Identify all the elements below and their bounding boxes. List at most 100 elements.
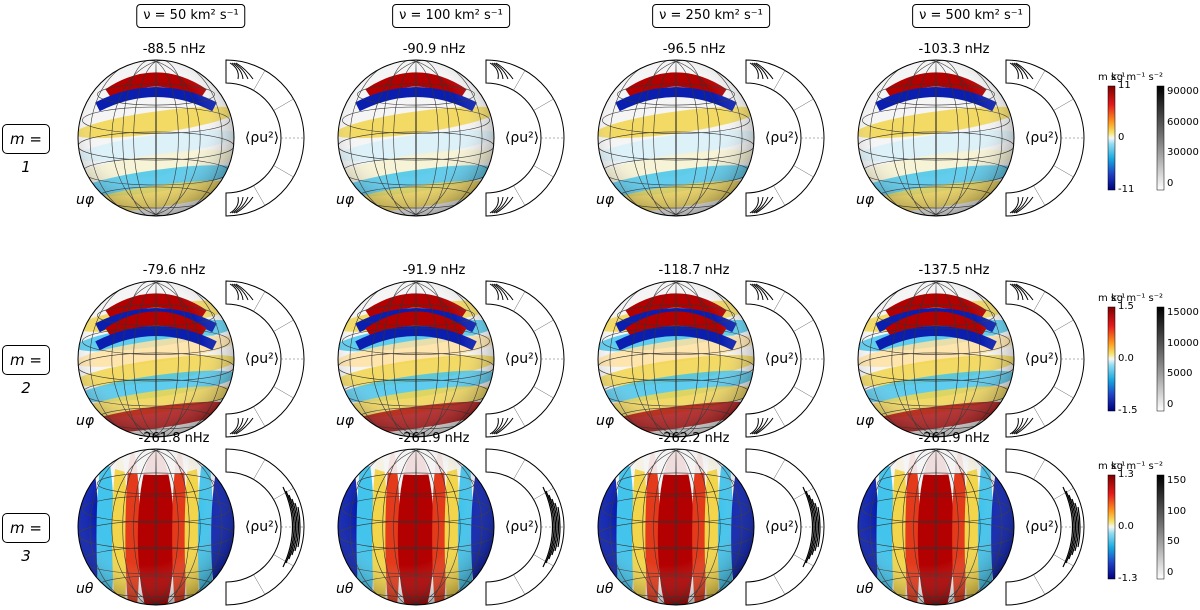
latitude-tick bbox=[773, 406, 786, 427]
globe-outline bbox=[77, 59, 235, 217]
frequency-label: -90.9 nHz bbox=[402, 42, 466, 57]
contour bbox=[751, 283, 764, 301]
contour bbox=[229, 62, 239, 80]
latitude-tick bbox=[533, 487, 554, 500]
contour bbox=[235, 196, 254, 214]
shading bbox=[598, 449, 754, 605]
latitude-tick bbox=[793, 386, 814, 399]
density-colorbar-unit: kg m⁻¹ s⁻² bbox=[1111, 72, 1164, 83]
component-label: uφ bbox=[336, 413, 355, 429]
density-tick: 150 bbox=[1167, 475, 1187, 486]
latitude-tick bbox=[533, 554, 554, 567]
contour bbox=[557, 506, 561, 548]
component-label: uθ bbox=[856, 581, 874, 597]
column-header: ν = 500 km² s⁻¹ bbox=[912, 4, 1030, 28]
latitude-tick bbox=[1033, 70, 1046, 91]
contour bbox=[235, 62, 254, 80]
contour bbox=[548, 494, 557, 560]
contour bbox=[282, 486, 294, 568]
shading bbox=[338, 449, 494, 605]
latitude-tick bbox=[273, 98, 294, 111]
velocity-tick: 1.5 bbox=[1118, 301, 1134, 312]
latitude-tick bbox=[793, 319, 814, 332]
contour bbox=[751, 196, 764, 214]
shell-outline bbox=[1005, 448, 1085, 606]
contour bbox=[233, 196, 249, 214]
meridional-plot-1-2 bbox=[485, 59, 565, 217]
contour bbox=[817, 506, 821, 548]
shell-outline bbox=[225, 59, 305, 217]
component-label: uφ bbox=[596, 413, 615, 429]
globe-3-3 bbox=[597, 448, 755, 606]
contour bbox=[753, 62, 769, 80]
contour bbox=[1013, 62, 1029, 80]
latitude-tick bbox=[1053, 386, 1074, 399]
velocity-tick: 0 bbox=[1118, 132, 1125, 143]
contour bbox=[753, 283, 769, 301]
contour bbox=[297, 506, 301, 548]
contour bbox=[1015, 417, 1034, 435]
meridional-label: ⟨ρu²⟩ bbox=[244, 351, 280, 367]
meridional-label: ⟨ρu²⟩ bbox=[764, 130, 800, 146]
meridional-label: ⟨ρu²⟩ bbox=[764, 351, 800, 367]
column-header: ν = 50 km² s⁻¹ bbox=[136, 4, 246, 28]
contour bbox=[551, 498, 558, 556]
meridional-label: ⟨ρu²⟩ bbox=[764, 519, 800, 535]
contour bbox=[491, 196, 504, 214]
contour bbox=[235, 283, 254, 301]
contour bbox=[749, 196, 759, 214]
contour bbox=[294, 502, 300, 552]
component-label: uφ bbox=[596, 192, 615, 208]
contour bbox=[749, 283, 759, 301]
globe-outline bbox=[857, 448, 1015, 606]
latitude-tick bbox=[253, 185, 266, 206]
velocity-colorbar-unit: m s⁻¹ bbox=[1098, 293, 1126, 304]
contour bbox=[231, 62, 244, 80]
component-label: uφ bbox=[336, 192, 355, 208]
contour bbox=[493, 283, 509, 301]
latitude-tick bbox=[773, 459, 786, 480]
latitude-tick bbox=[1033, 291, 1046, 312]
meridional-plot-1-1 bbox=[225, 59, 305, 217]
latitude-tick bbox=[1053, 165, 1074, 178]
shell-outline bbox=[745, 280, 825, 438]
shell-outline bbox=[485, 448, 565, 606]
latitude-tick bbox=[793, 165, 814, 178]
frequency-label: -261.8 nHz bbox=[138, 431, 210, 446]
density-tick: 60000 bbox=[1167, 116, 1199, 128]
latitude-tick bbox=[1033, 185, 1046, 206]
shell-outline bbox=[485, 59, 565, 217]
component-label: uθ bbox=[596, 581, 614, 597]
meridional-label: ⟨ρu²⟩ bbox=[504, 130, 540, 146]
contour bbox=[288, 494, 297, 560]
contour bbox=[755, 62, 774, 80]
contour bbox=[1011, 62, 1024, 80]
row-label: m = 2 bbox=[2, 345, 50, 397]
globe-3-2 bbox=[337, 448, 495, 606]
globe-1-4 bbox=[857, 59, 1015, 217]
globe-outline bbox=[77, 280, 235, 438]
contour bbox=[755, 417, 774, 435]
contour bbox=[545, 490, 555, 564]
latitude-tick bbox=[793, 554, 814, 567]
latitude-tick bbox=[273, 386, 294, 399]
contour bbox=[749, 417, 759, 435]
latitude-tick bbox=[513, 459, 526, 480]
globe-outline bbox=[337, 280, 495, 438]
contour bbox=[811, 498, 818, 556]
contour bbox=[489, 62, 499, 80]
meridional-plot-2-2 bbox=[485, 280, 565, 438]
latitude-tick bbox=[513, 574, 526, 595]
meridional-plot-2-1 bbox=[225, 280, 305, 438]
latitude-tick bbox=[273, 319, 294, 332]
contour bbox=[1015, 196, 1034, 214]
frequency-label: -88.5 nHz bbox=[142, 42, 206, 57]
density-colorbar bbox=[1156, 474, 1165, 580]
row-label: m = 1 bbox=[2, 124, 50, 176]
contour bbox=[229, 196, 239, 214]
frequency-label: -96.5 nHz bbox=[662, 42, 726, 57]
velocity-colorbar bbox=[1107, 306, 1116, 412]
velocity-tick: 1.3 bbox=[1118, 469, 1134, 480]
contour bbox=[753, 196, 769, 214]
